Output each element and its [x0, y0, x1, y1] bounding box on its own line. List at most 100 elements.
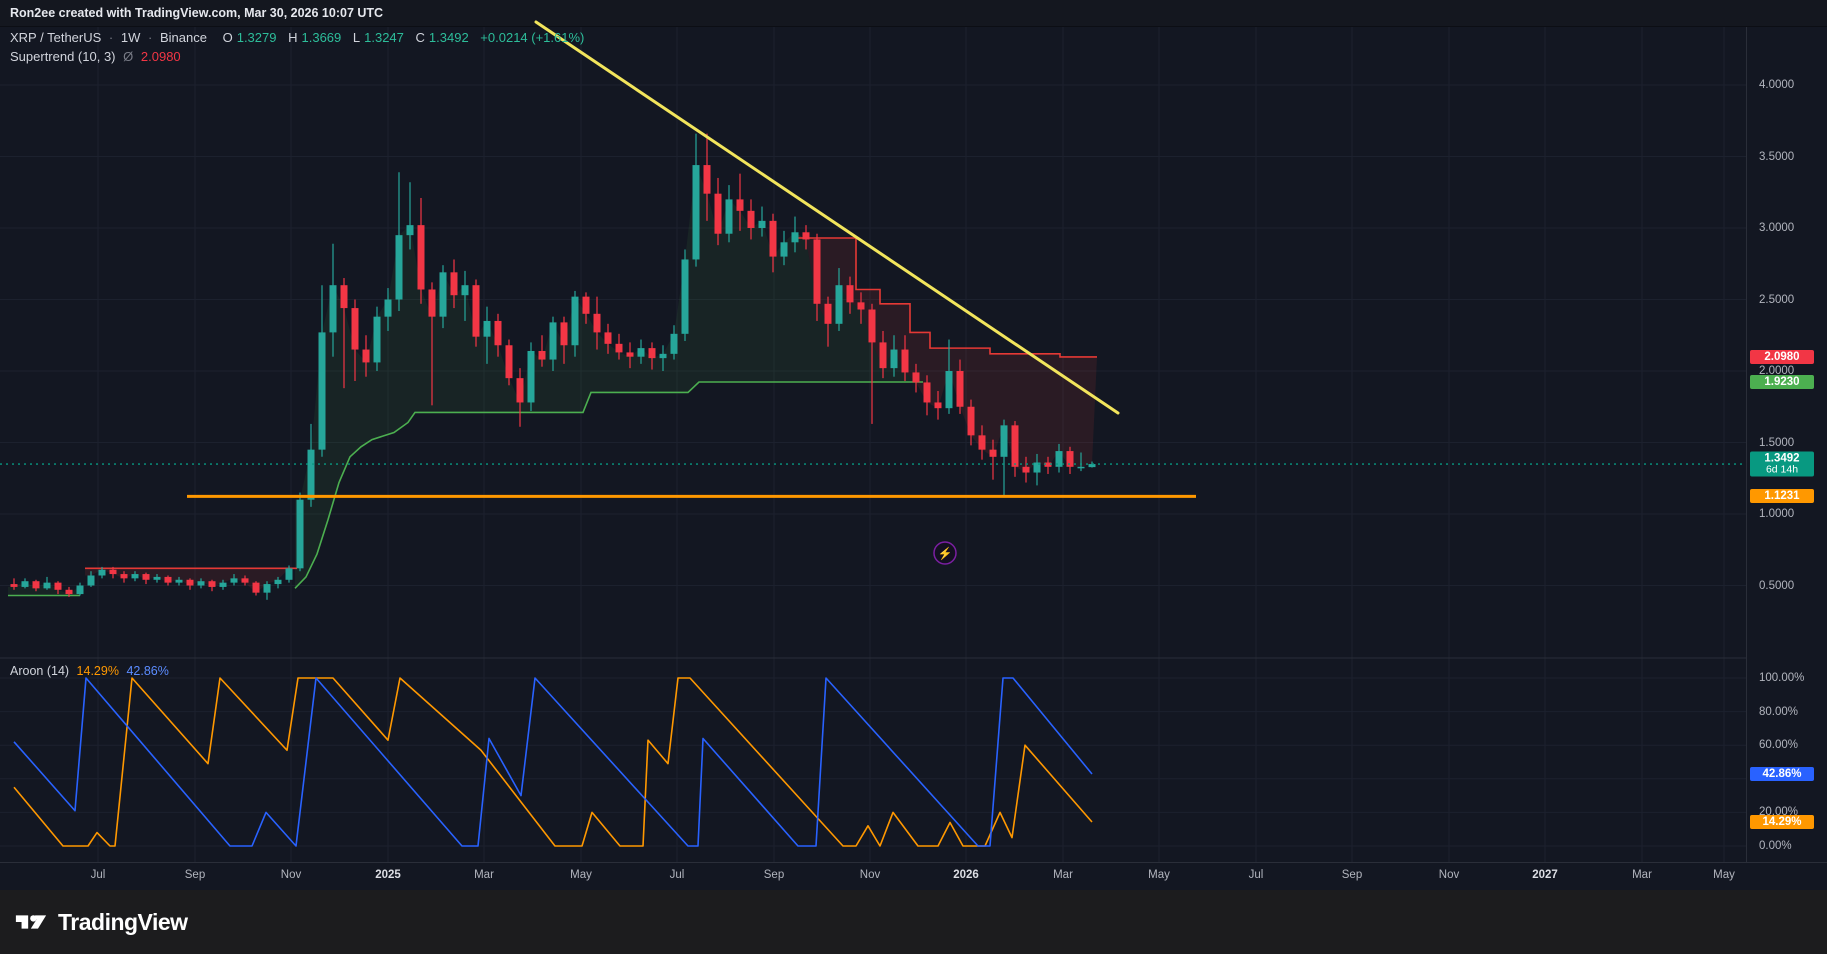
candlestick — [956, 371, 964, 407]
lightning-icon — [933, 541, 957, 565]
price-badge: 1.3492 6d 14h — [1750, 451, 1814, 477]
candlestick — [109, 569, 117, 575]
candlestick — [43, 582, 51, 589]
candlestick — [373, 316, 381, 363]
candlestick — [912, 372, 920, 383]
time-axis-label: May — [570, 869, 592, 881]
candlestick — [10, 584, 18, 587]
price-axis-label: 3.0000 — [1759, 222, 1795, 234]
aroon-axis-label: 100.00% — [1759, 672, 1805, 684]
ohlc-low: L 1.3247 — [352, 30, 404, 45]
candlestick — [934, 402, 942, 409]
attribution-text: Ron2ee created with TradingView.com, Mar… — [10, 6, 384, 20]
price-chart-svg[interactable]: ⚡ — [0, 0, 1746, 890]
candlestick — [857, 302, 865, 310]
candlestick — [164, 576, 172, 583]
candlestick — [560, 322, 568, 346]
candlestick — [901, 349, 909, 373]
candlestick — [923, 382, 931, 403]
candlestick — [461, 285, 469, 296]
candlestick — [549, 322, 557, 360]
supertrend-up-line — [294, 381, 923, 589]
candlestick — [274, 579, 282, 585]
candlestick — [1011, 425, 1019, 467]
exchange-label[interactable]: Binance — [159, 30, 207, 45]
candlestick — [1077, 466, 1085, 469]
aroon-badge: 14.29% — [1750, 814, 1814, 829]
candlestick — [252, 582, 260, 593]
time-axis-label: Mar — [1053, 869, 1073, 881]
price-axis-label: 1.5000 — [1759, 436, 1795, 449]
aroon-name[interactable]: Aroon (14) — [10, 664, 70, 678]
indicator-name[interactable]: Supertrend (10, 3) — [10, 49, 116, 64]
time-axis[interactable]: Jul Sep Nov 2025 Mar May Jul Sep Nov 2026 Mar May Ju… — [0, 862, 1827, 891]
candlestick — [153, 576, 161, 580]
tradingview-logo-icon[interactable] — [14, 908, 48, 936]
price-axis[interactable]: 4.0000 3.5000 3.0000 2.5000 2.0000 1.5000 1.00… — [1746, 27, 1827, 890]
candlestick — [802, 232, 810, 240]
time-axis-label: Sep — [763, 869, 785, 881]
time-axis-year-label: 2025 — [375, 869, 401, 881]
time-axis-year-label: 2026 — [953, 869, 979, 881]
price-axis-label: 3.5000 — [1759, 150, 1795, 163]
price-badge: 1.1231 — [1750, 489, 1814, 504]
candlestick — [527, 350, 535, 403]
candlestick — [505, 345, 513, 379]
time-axis-label: Jul — [669, 869, 685, 881]
ohlc-high: H 1.3669 — [288, 30, 342, 45]
time-axis-label: Nov — [1438, 869, 1460, 881]
candlestick — [186, 579, 194, 586]
aroon-axis-label: 60.00% — [1759, 739, 1799, 752]
candlestick — [307, 449, 315, 500]
supertrend-down-line — [795, 237, 1097, 358]
candlestick — [483, 320, 491, 337]
candlestick — [318, 332, 326, 450]
candlestick — [54, 582, 62, 590]
candlestick — [208, 581, 216, 587]
candlestick — [439, 272, 447, 317]
candlestick — [296, 499, 304, 569]
candlestick — [241, 578, 249, 583]
candlestick — [417, 225, 425, 290]
candlestick — [98, 569, 106, 576]
aroon-badge: 42.86% — [1750, 766, 1814, 781]
candlestick — [659, 353, 667, 359]
average-symbol: Ø — [123, 49, 134, 64]
tradingview-logo-text[interactable]: TradingView — [58, 908, 188, 935]
candlestick — [692, 165, 700, 260]
candlestick — [340, 285, 348, 309]
candlestick — [406, 225, 414, 236]
price-axis-label: 4.0000 — [1759, 79, 1795, 91]
candlestick — [351, 308, 359, 350]
candlestick — [615, 343, 623, 353]
symbol-name[interactable]: XRP / TetherUS — [10, 30, 102, 45]
candlestick — [714, 193, 722, 234]
candlestick — [769, 220, 777, 257]
candlestick — [1000, 425, 1008, 457]
interval-label[interactable]: 1W — [120, 30, 141, 45]
candlestick — [703, 165, 711, 194]
candlestick — [978, 435, 986, 450]
aroon-down-line — [13, 677, 1093, 847]
candlestick — [791, 232, 799, 243]
countdown-timer: 6d 14h — [1765, 463, 1799, 476]
candlestick — [329, 285, 337, 333]
aroon-legend[interactable]: Aroon (14) 14.29% 42.86% — [10, 664, 173, 678]
candlestick — [65, 589, 73, 595]
candlestick — [1044, 462, 1052, 467]
supertrend-up-fill — [295, 165, 923, 589]
supertrend-legend[interactable]: Supertrend (10, 3) Ø 2.0980 — [10, 49, 185, 64]
candlestick — [263, 584, 271, 593]
candlestick — [87, 575, 95, 586]
candlestick — [780, 242, 788, 257]
supertrend-down-fill — [795, 232, 1097, 473]
price-axis-label: 2.0000 — [1759, 365, 1795, 377]
candlestick — [945, 371, 953, 409]
candlestick — [384, 299, 392, 317]
candlestick — [472, 285, 480, 337]
candlestick — [813, 239, 821, 304]
time-axis-label: Jul — [90, 869, 106, 881]
ohlc-close: C 1.3492 — [415, 30, 469, 45]
